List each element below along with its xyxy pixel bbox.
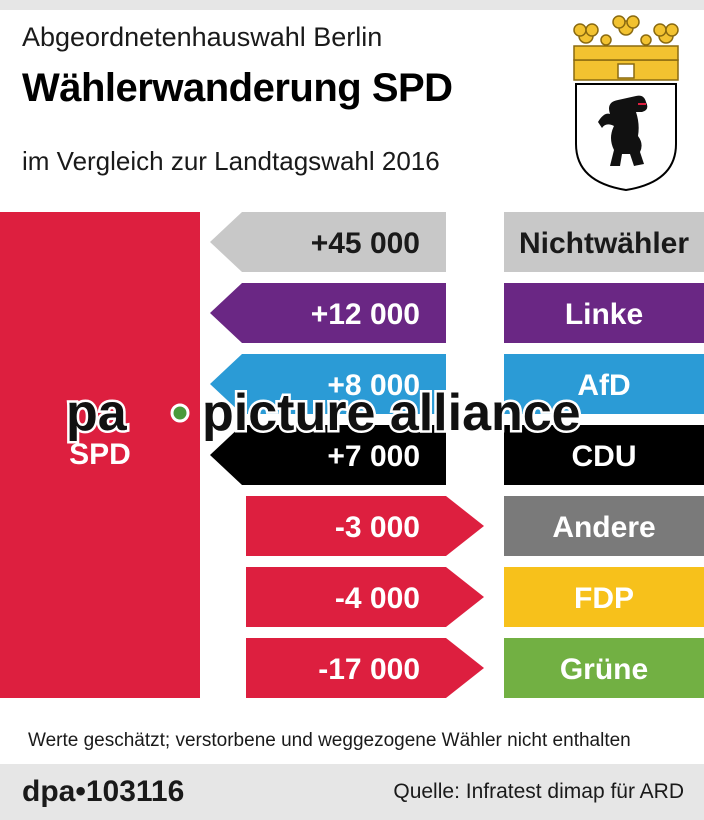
watermark-text: picture alliance — [202, 384, 581, 442]
party-box-nichtw-hler — [504, 212, 704, 272]
party-box-linke — [504, 283, 704, 343]
flow-value-nichtw-hler: +45 000 — [311, 227, 420, 260]
flow-value-linke: +12 000 — [311, 298, 420, 331]
party-label-andere: Andere — [552, 511, 655, 544]
party-label-fdp: FDP — [574, 582, 634, 615]
footnote: Werte geschätzt; verstorbene und weggezo… — [28, 730, 631, 751]
agency-code: dpa•103116 — [22, 775, 185, 808]
flow-value-andere: -3 000 — [335, 511, 420, 544]
flow-value-cdu: +7 000 — [327, 440, 420, 473]
party-box-andere — [504, 496, 704, 556]
flow-value-afd: +8 000 — [327, 369, 420, 402]
chart-title: Wählerwanderung SPD — [22, 66, 453, 110]
spd-label: SPD — [69, 438, 131, 471]
flow-arrow-andere — [246, 496, 484, 556]
chart-subtitle: im Vergleich zur Landtagswahl 2016 — [22, 146, 440, 176]
party-box-gr-ne — [504, 638, 704, 698]
berlin-bear-crest-icon — [573, 15, 679, 192]
party-label-afd: AfD — [577, 369, 630, 402]
party-label-nichtw-hler: Nichtwähler — [519, 227, 689, 260]
footer-bar — [0, 764, 704, 820]
flow-arrow-cdu — [210, 425, 446, 485]
flow-arrow-afd — [210, 354, 446, 414]
party-label-gr-ne: Grüne — [560, 653, 648, 686]
flow-arrow-linke — [210, 283, 446, 343]
party-box-fdp — [504, 567, 704, 627]
source-credit: Quelle: Infratest dimap für ARD — [393, 780, 684, 803]
top-bar — [0, 0, 704, 10]
party-box-cdu — [504, 425, 704, 485]
flow-arrow-gr-ne — [246, 638, 484, 698]
picture-alliance-watermark: pa picture alliance — [66, 382, 583, 445]
party-label-linke: Linke — [565, 298, 643, 331]
watermark-pa: pa — [66, 384, 128, 442]
spd-block — [0, 212, 200, 698]
party-label-cdu: CDU — [572, 440, 637, 473]
party-box-afd — [504, 354, 704, 414]
flow-value-fdp: -4 000 — [335, 582, 420, 615]
supertitle: Abgeordnetenhauswahl Berlin — [22, 22, 383, 52]
flow-value-gr-ne: -17 000 — [318, 653, 420, 686]
flow-arrow-fdp — [246, 567, 484, 627]
flow-arrow-nichtw-hler — [210, 212, 446, 272]
